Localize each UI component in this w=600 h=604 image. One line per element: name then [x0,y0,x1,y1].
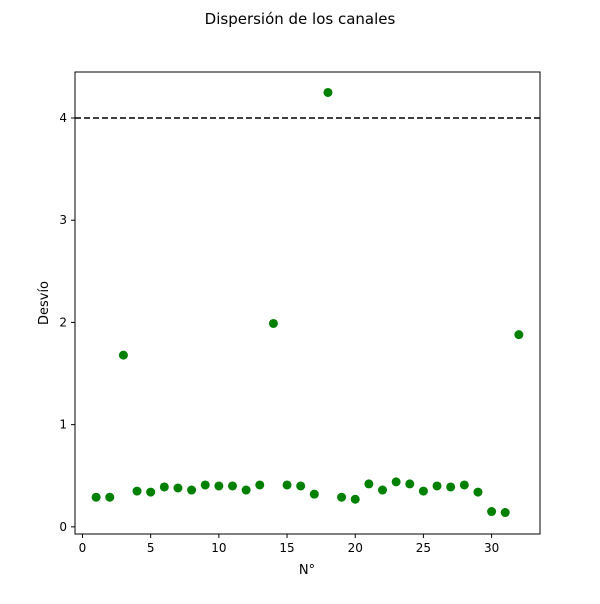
data-point [391,477,401,487]
y-tick-label: 3 [59,213,67,227]
data-point [187,485,197,495]
data-point [296,481,306,491]
x-tick-label: 20 [348,541,363,555]
y-tick-label: 2 [59,315,67,329]
x-tick-label: 10 [211,541,226,555]
data-point [487,507,497,517]
x-tick-label: 25 [416,541,431,555]
data-point [500,508,510,518]
data-point [159,482,169,492]
data-point [473,487,483,497]
data-point [378,485,387,495]
data-point [364,479,374,489]
x-tick-label: 15 [279,541,294,555]
data-point [91,492,101,502]
data-point [118,350,128,360]
data-point [173,483,183,493]
data-point [200,480,210,490]
data-point [350,494,360,504]
data-point [309,489,319,499]
data-point [268,318,278,328]
data-point [514,330,524,340]
data-point [228,481,237,491]
y-tick-label: 0 [59,520,67,534]
data-point [459,480,469,490]
x-tick-label: 30 [484,541,499,555]
y-tick-label: 4 [59,111,67,125]
data-point [132,486,142,496]
data-point [446,482,456,492]
data-point [214,481,224,491]
x-tick-label: 0 [79,541,87,555]
y-axis-label: Desvío [37,281,52,325]
y-tick-label: 1 [59,418,67,432]
data-point [282,480,292,490]
data-point [405,479,415,489]
data-point [241,485,251,495]
data-point [323,87,333,97]
x-tick-label: 5 [147,541,155,555]
plot-frame [74,71,541,535]
data-point [255,480,265,490]
data-point [105,492,115,502]
data-point [337,492,347,502]
x-axis-label: N° [299,563,315,578]
data-point [146,487,156,497]
data-point [432,481,442,491]
data-point [418,486,428,496]
chart-title: Dispersión de los canales [205,10,396,28]
